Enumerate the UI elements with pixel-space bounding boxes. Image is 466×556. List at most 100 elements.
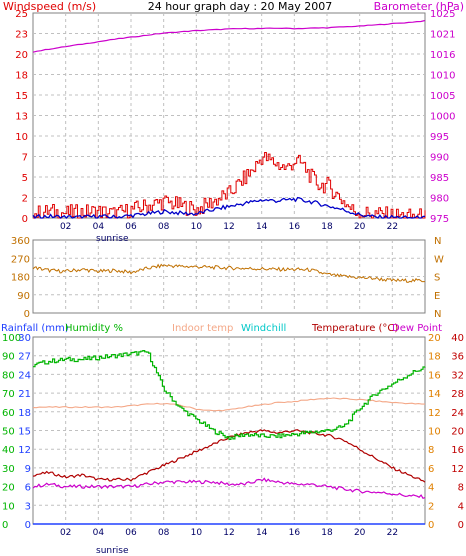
hour-tick-label: 08 <box>158 222 170 232</box>
rain-tick-label: 3 <box>25 501 31 512</box>
temperature-half-tick-label: 6 <box>428 464 434 475</box>
hour-tick-label: 08 <box>158 528 170 538</box>
temperature-half-tick-label: 4 <box>428 483 434 494</box>
hour-tick-label: 04 <box>93 528 105 538</box>
barometer-tick-label: 985 <box>430 173 449 184</box>
windchill-label: Windchill <box>241 323 286 334</box>
barometer-tick-label: 1010 <box>430 71 455 82</box>
hour-tick-label: 20 <box>354 222 366 232</box>
temperature-tick-label: 12 <box>451 464 464 475</box>
temperature-tick-label: 4 <box>458 501 464 512</box>
hour-tick-label: 06 <box>125 528 137 538</box>
hour-tick-label: 14 <box>256 528 268 538</box>
barometer-tick-label: 1021 <box>430 30 455 41</box>
hour-tick-label: 16 <box>289 222 301 232</box>
rain-tick-label: 6 <box>25 483 31 494</box>
humidity-tick-label: 50 <box>2 427 15 438</box>
windspeed-label: Windspeed (m/s) <box>3 0 96 13</box>
compass-tick-label: S <box>434 273 440 284</box>
rain-tick-label: 0 <box>25 520 31 531</box>
temperature-tick-label: 16 <box>451 445 464 456</box>
compass-tick-label: W <box>434 254 444 265</box>
humidity-tick-label: 80 <box>2 370 15 381</box>
windspeed-tick-label: 2 <box>22 194 28 205</box>
direction-tick-label: 180 <box>11 273 30 284</box>
hour-tick-label: 02 <box>60 222 71 232</box>
humidity-line <box>33 350 426 440</box>
barometer-tick-label: 1000 <box>430 112 455 123</box>
windspeed-tick-label: 23 <box>15 30 28 41</box>
windspeed-tick-label: 10 <box>15 132 28 143</box>
temperature-half-tick-label: 0 <box>428 520 434 531</box>
rain-tick-label: 30 <box>18 333 31 344</box>
temperature-tick-label: 36 <box>451 352 464 363</box>
hour-tick-label: 22 <box>387 528 398 538</box>
hour-tick-label: 22 <box>387 222 398 232</box>
barometer-line <box>32 19 426 53</box>
wind-direction-line <box>32 263 425 283</box>
temperature-half-tick-label: 10 <box>428 427 441 438</box>
humidity-tick-label: 100 <box>2 333 21 344</box>
dewpoint-label: Dew Point <box>392 323 442 334</box>
humidity-tick-label: 0 <box>2 520 8 531</box>
temperature-tick-label: 28 <box>451 389 464 400</box>
hour-tick-label: 16 <box>289 528 301 538</box>
compass-tick-label: N <box>434 236 441 247</box>
hour-tick-label: 18 <box>321 222 333 232</box>
sunrise-label-top: sunrise <box>96 234 129 244</box>
hour-tick-label: 20 <box>354 528 366 538</box>
windspeed-tick-label: 0 <box>22 214 28 225</box>
temperature-tick-label: 20 <box>451 427 464 438</box>
rain-tick-label: 18 <box>18 408 31 419</box>
direction-tick-label: 90 <box>17 291 30 302</box>
temperature-half-tick-label: 16 <box>428 370 441 381</box>
wind-baro-grid <box>33 13 425 218</box>
indoor-temp-label: Indoor temp <box>172 323 233 334</box>
rain-tick-label: 15 <box>18 427 31 438</box>
barometer-tick-label: 995 <box>430 132 449 143</box>
barometer-tick-label: 1005 <box>430 91 455 102</box>
hour-tick-label: 06 <box>125 222 137 232</box>
rainfall-label: Rainfall (mm) <box>1 323 69 334</box>
sunrise-label-bottom: sunrise <box>96 546 129 556</box>
windspeed-tick-label: 15 <box>15 91 28 102</box>
humidity-tick-label: 70 <box>2 389 15 400</box>
temperature-label: Temperature (°C) <box>311 323 398 334</box>
windspeed-tick-label: 5 <box>22 173 28 184</box>
temperature-half-tick-label: 2 <box>428 501 434 512</box>
humidity-tick-label: 60 <box>2 408 15 419</box>
humidity-tick-label: 90 <box>2 352 15 363</box>
windspeed-tick-label: 13 <box>15 112 28 123</box>
hour-tick-label: 10 <box>191 222 203 232</box>
windspeed-tick-label: 7 <box>22 153 28 164</box>
barometer-label: Barometer (hPa) <box>374 0 464 13</box>
compass-tick-label: N <box>434 309 441 320</box>
direction-tick-label: 270 <box>11 254 30 265</box>
humidity-tick-label: 40 <box>2 445 15 456</box>
rain-tick-label: 24 <box>18 370 31 381</box>
windspeed-tick-label: 25 <box>15 9 28 20</box>
temperature-half-tick-label: 18 <box>428 352 441 363</box>
series-lines <box>32 19 426 525</box>
humidity-tick-label: 20 <box>2 483 15 494</box>
humidity-tick-label: 30 <box>2 464 15 475</box>
rain-tick-label: 21 <box>18 389 31 400</box>
dew-point-line <box>32 477 426 500</box>
barometer-tick-label: 1025 <box>430 9 455 20</box>
temperature-half-tick-label: 20 <box>428 333 441 344</box>
direction-tick-label: 360 <box>11 236 30 247</box>
chart-title: 24 hour graph day : 20 May 2007 <box>148 0 333 13</box>
hour-tick-label: 10 <box>191 528 203 538</box>
temperature-half-tick-label: 12 <box>428 408 441 419</box>
rain-tick-label: 12 <box>18 445 31 456</box>
direction-tick-label: 0 <box>24 309 30 320</box>
barometer-tick-label: 980 <box>430 194 449 205</box>
windspeed-tick-label: 18 <box>15 71 28 82</box>
hour-tick-label: 18 <box>321 528 333 538</box>
barometer-tick-label: 1016 <box>430 50 455 61</box>
temperature-half-tick-label: 14 <box>428 389 441 400</box>
barometer-tick-label: 975 <box>430 214 449 225</box>
hour-tick-label: 14 <box>256 222 268 232</box>
humidity-tick-label: 10 <box>2 501 15 512</box>
